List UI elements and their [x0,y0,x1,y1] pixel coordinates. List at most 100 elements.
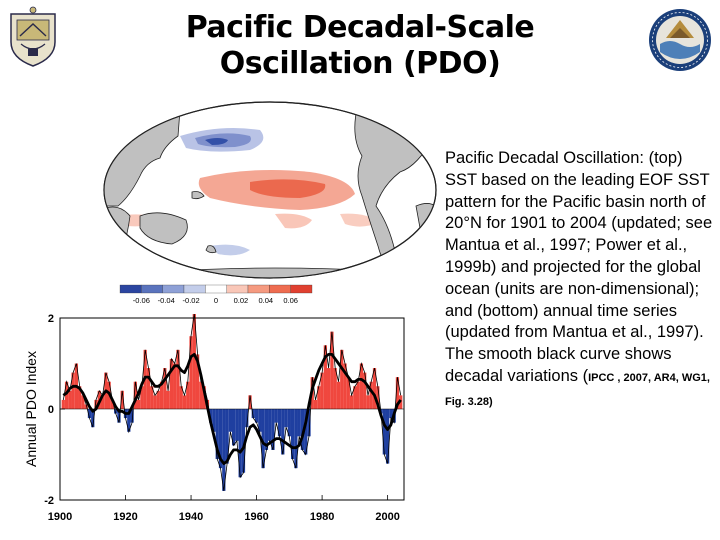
x-tick-label: 1920 [113,511,137,523]
bar-1910 [91,409,95,428]
bar-1970 [287,409,291,437]
bar-1949 [218,409,223,469]
bar-1958 [248,395,252,409]
bar-1965 [271,409,275,450]
colorbar: -0.06 -0.04 -0.02 0 0.02 0.04 0.06 [119,284,313,305]
bar-1913 [100,395,105,409]
colorbar-tick-label: 0.02 [234,296,249,305]
bar-1937 [179,386,183,409]
title-line-1: Pacific Decadal-Scale [185,10,535,45]
bar-1978 [313,399,318,409]
colorbar-swatch [247,284,270,294]
bar-1974 [300,409,305,450]
colorbar-swatch [205,284,227,294]
bar-1956 [241,409,246,473]
bar-1922 [130,409,134,423]
bar-1934 [169,358,174,409]
plot-area: -2 0 2 1900 1920 1940 1960 1980 2000 [44,314,405,523]
bar-1901 [61,399,65,409]
bar-1976 [307,409,311,437]
bar-1942 [195,354,200,409]
y-tick-label: 2 [48,314,54,325]
bar-1964 [268,409,272,441]
bar-1996 [372,368,377,409]
citation-text: IPCC , 2007, AR4, WG1, Fig. 3.28) [445,371,710,408]
bar-1986 [340,349,344,409]
bar-1969 [284,409,288,428]
negative-anomaly-regions [180,128,264,256]
pdo-index-chart: -2 0 2 1900 1920 1940 1960 1980 2000 Annual PDO … [23,314,405,523]
bar-1906 [78,386,82,409]
bar-1954 [235,409,239,441]
y-axis-label: Annual PDO Index [23,351,39,467]
bar-1961 [258,409,262,432]
bar-1943 [199,381,203,409]
x-tick-label: 2000 [375,511,399,523]
bar-1939 [186,381,190,409]
bar-1957 [245,409,249,428]
bar-1902 [64,381,69,409]
bar-1972 [294,409,298,469]
bar-1930 [156,390,160,409]
colorbar-tick-label: 0.04 [258,296,273,305]
bar-1932 [163,368,167,409]
bar-2001 [389,409,393,419]
x-tick-label: 1960 [244,511,268,523]
bar-1990 [353,386,357,409]
colorbar-swatch [226,284,249,294]
bar-1997 [376,386,380,409]
bar-1933 [166,390,170,409]
bar-1983 [330,331,334,409]
bar-1938 [182,395,187,409]
bar-1992 [359,363,364,409]
bar-1936 [176,349,180,409]
x-tick-label: 1900 [48,511,72,523]
bar-1994 [366,395,370,409]
description-text: Pacific Decadal Oscillation: (top) SST b… [445,149,713,385]
bar-1960 [254,409,259,423]
bar-1985 [336,381,341,409]
colorbar-swatch [141,284,163,294]
x-tick-label: 1980 [310,511,334,523]
colorbar-tick-label: 0 [214,296,218,305]
bar-1940 [189,336,193,409]
bar-1947 [212,409,216,432]
bar-1911 [94,399,98,409]
bar-1987 [343,363,347,409]
naval-academy-crest-logo [10,6,56,67]
bar-1931 [159,381,164,409]
bar-1929 [153,395,157,409]
colorbar-swatch [162,284,185,294]
bar-2003 [395,377,400,409]
figure-description: Pacific Decadal Oscillation: (top) SST b… [445,148,717,414]
bar-1966 [274,409,278,423]
bar-1988 [346,377,350,409]
bar-1921 [127,409,131,432]
bar-1963 [264,409,269,450]
colorbar-swatch [290,284,313,294]
bar-1918 [117,409,121,423]
bar-1975 [304,409,308,455]
bar-1971 [290,409,295,460]
x-tick-label: 1940 [179,511,203,523]
y-tick-label: 0 [48,404,54,416]
slide-title: Pacific Decadal-Scale Oscillation (PDO) [140,10,580,82]
bar-1924 [136,399,141,409]
bar-2000 [385,409,390,464]
bar-1941 [192,314,196,409]
colorbar-tick-label: -0.04 [158,296,175,305]
colorbar-tick-label: 0.06 [283,296,298,305]
bar-1989 [349,395,354,409]
bar-1917 [114,409,118,414]
oceanography-department-seal-logo [649,9,711,71]
decadal-smooth-curve [62,353,402,465]
bar-1982 [327,368,331,409]
y-tick-label: -2 [44,495,54,507]
annual-index-line [62,314,402,491]
bar-1923 [133,381,137,409]
bar-1962 [261,409,265,469]
bar-1951 [225,409,229,464]
bar-1968 [281,409,285,455]
colorbar-swatch [119,284,142,294]
bar-1955 [238,409,242,478]
